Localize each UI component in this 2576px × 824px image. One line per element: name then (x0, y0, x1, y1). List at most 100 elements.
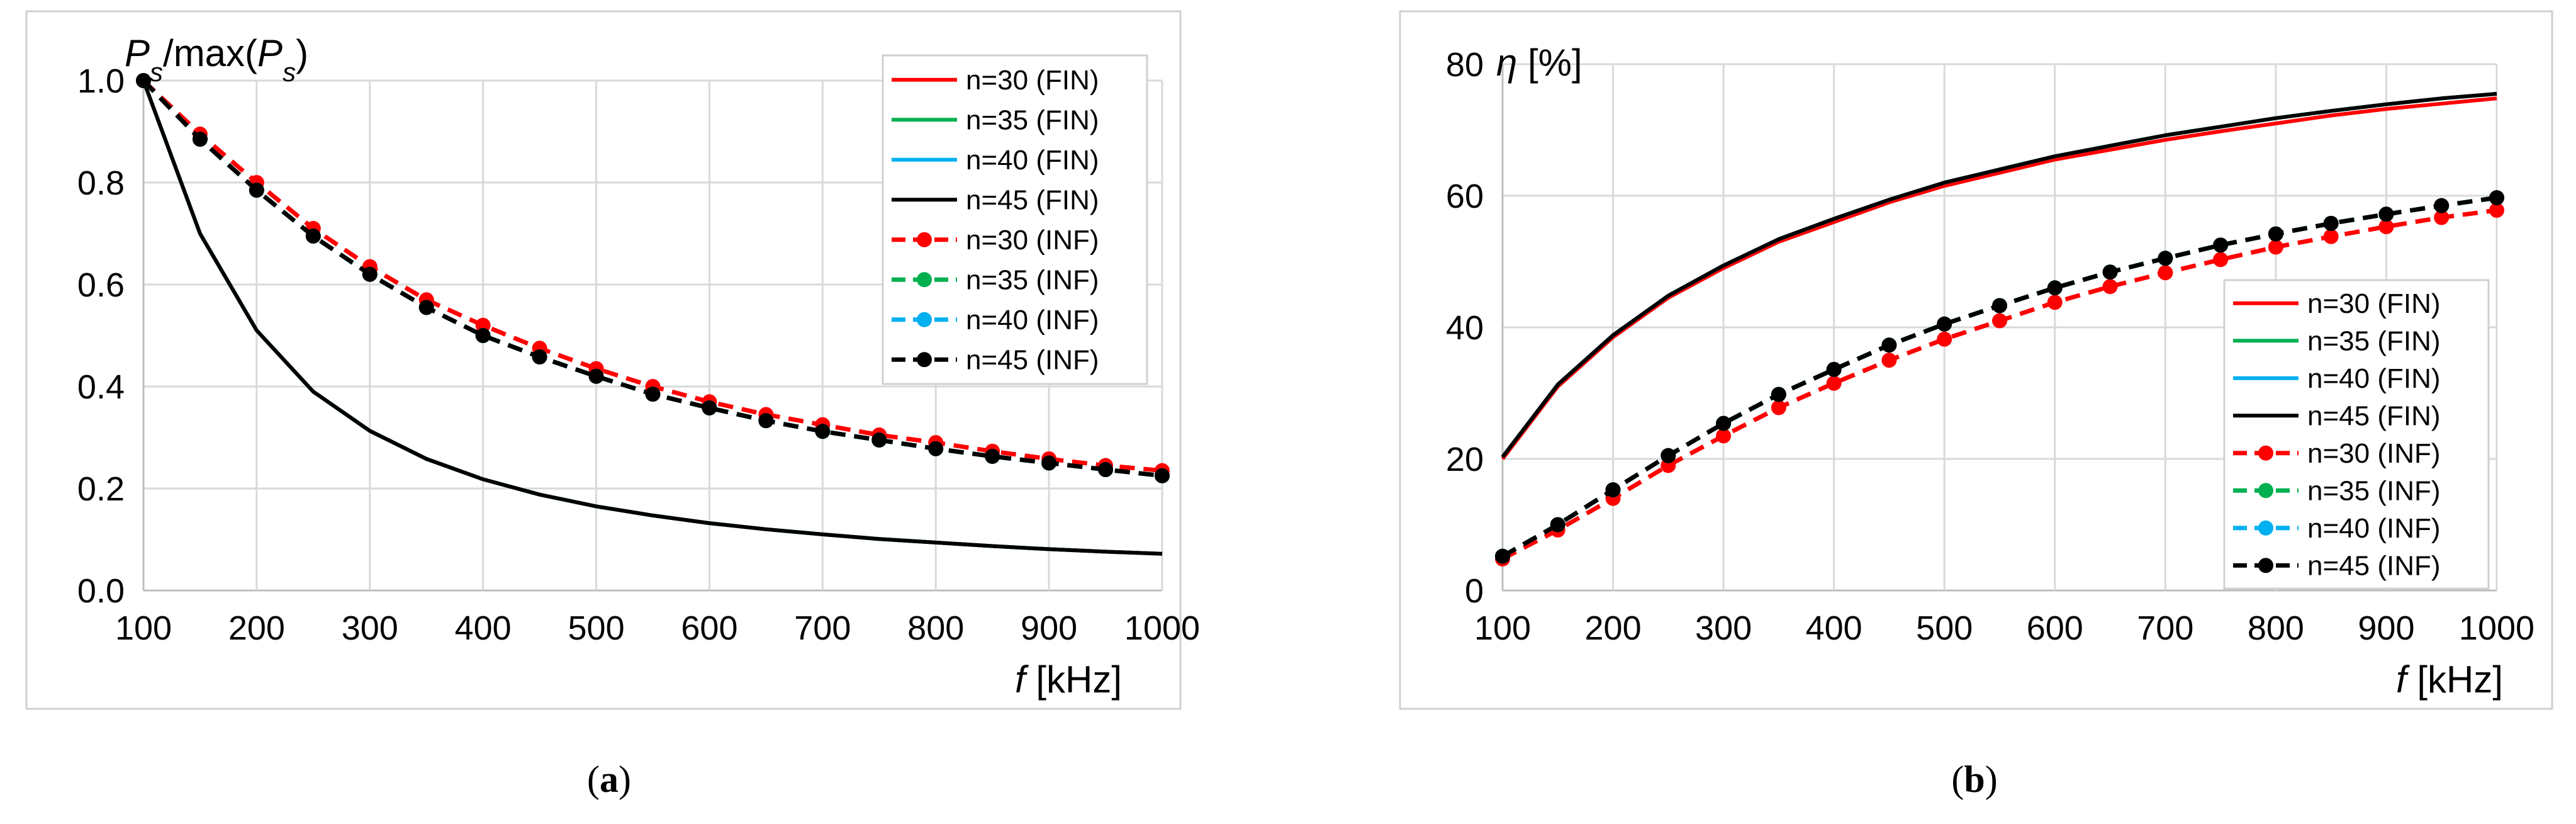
legend-label: n=30 (INF) (966, 225, 1099, 256)
legend-item: n=35 (INF) (892, 264, 1099, 295)
x-tick-label: 100 (1474, 609, 1531, 647)
data-point (1992, 298, 2007, 313)
panel-a-x-axis-label: f [kHz] (1015, 658, 1122, 701)
series-n-45-fin- (142, 79, 1163, 556)
data-point (928, 441, 944, 456)
panel-b-y-axis-label: η [%] (1496, 42, 1582, 84)
legend-item: n=40 (FIN) (892, 145, 1099, 176)
legend-swatch-marker (2258, 445, 2273, 461)
legend-item: n=30 (INF) (892, 225, 1099, 256)
legend-label: n=30 (FIN) (2307, 288, 2441, 319)
data-point (2489, 190, 2504, 206)
y-tick-label: 20 (1446, 441, 1484, 478)
data-point (532, 349, 547, 365)
y-tick-label: 40 (1446, 309, 1484, 347)
data-point (1605, 482, 1621, 498)
legend-item: n=35 (FIN) (892, 104, 1099, 135)
legend-item: n=35 (FIN) (2233, 325, 2441, 356)
series-line (1501, 92, 2497, 458)
x-tick-label: 900 (1021, 609, 1077, 647)
data-point (2378, 219, 2394, 235)
chart-panel-a: 0.0 0.2 0.4 0.6 0.8 1.0 100 200 300 400 500 600 700… (25, 10, 1200, 710)
legend-swatch-marker (917, 232, 932, 247)
x-tick-label: 1000 (1124, 609, 1200, 647)
series-n-45-fin- (1501, 92, 2497, 458)
legend-swatch-marker (2258, 558, 2273, 573)
legend-label: n=35 (FIN) (966, 104, 1099, 135)
data-point (645, 387, 661, 402)
data-point (1041, 455, 1057, 471)
legend-item: n=45 (INF) (892, 344, 1099, 375)
data-point (2323, 229, 2339, 244)
series-n-45-inf- (136, 73, 1170, 483)
legend-label: n=30 (INF) (2307, 438, 2441, 469)
data-point (2434, 210, 2450, 225)
legend-label: n=40 (FIN) (966, 145, 1099, 176)
legend-label: n=45 (FIN) (966, 184, 1099, 215)
legend-label: n=35 (INF) (2307, 475, 2441, 506)
data-point (1550, 517, 1565, 533)
panel-b-series (1495, 92, 2504, 567)
y-tick-label: 0.8 (77, 164, 125, 202)
legend-label: n=40 (INF) (2307, 513, 2441, 544)
caption-b: (b) (1951, 759, 1997, 800)
data-point (2268, 226, 2283, 242)
legend-item: n=45 (FIN) (2233, 400, 2441, 431)
series-line (142, 79, 1163, 556)
x-tick-label: 800 (2248, 609, 2304, 647)
x-tick-label: 500 (568, 609, 625, 647)
panel-a-y-axis-label: Ps/max(Ps) (125, 32, 308, 87)
data-point (2378, 206, 2394, 222)
x-tick-label: 1000 (2459, 609, 2534, 647)
legend-label: n=45 (FIN) (2307, 400, 2441, 431)
legend-swatch-marker (2258, 483, 2273, 499)
y-tick-label: 0.6 (77, 266, 125, 304)
data-point (1826, 361, 1842, 377)
data-point (1992, 313, 2007, 329)
panel-a-x-tick-labels: 100 200 300 400 500 600 700 800 900 1000 (115, 609, 1200, 647)
data-point (588, 368, 604, 384)
data-point (475, 328, 491, 343)
y-tick-label: 60 (1446, 178, 1484, 215)
data-point (2489, 202, 2504, 218)
data-point (815, 424, 831, 439)
data-point (871, 432, 887, 448)
x-tick-label: 700 (794, 609, 851, 647)
legend-item: n=35 (INF) (2233, 475, 2441, 506)
x-tick-label: 400 (455, 609, 512, 647)
y-tick-label: 0.0 (77, 572, 125, 610)
y-tick-label: 80 (1446, 46, 1484, 84)
data-point (249, 183, 264, 198)
legend-item: n=30 (FIN) (892, 65, 1099, 96)
legend-item: n=45 (FIN) (892, 184, 1099, 215)
x-tick-label: 600 (2027, 609, 2083, 647)
panel-b-legend: n=30 (FIN) n=35 (FIN) n=40 (FIN) n=45 (FIN)… (2223, 279, 2490, 590)
data-point (1716, 428, 1732, 444)
data-point (2323, 215, 2339, 231)
data-point (1881, 353, 1897, 368)
data-point (1660, 448, 1676, 463)
x-tick-label: 600 (681, 609, 737, 647)
data-point (2102, 279, 2118, 295)
data-point (1937, 331, 1952, 347)
data-point (136, 73, 151, 88)
data-point (362, 266, 378, 282)
data-point (1771, 400, 1786, 415)
data-point (2434, 198, 2450, 213)
data-point (2268, 239, 2283, 255)
legend-label: n=40 (FIN) (2307, 363, 2441, 394)
x-tick-label: 300 (342, 609, 398, 647)
data-point (2102, 264, 2118, 280)
data-point (985, 448, 1000, 464)
data-point (1495, 548, 1510, 564)
legend-item: n=40 (INF) (2233, 513, 2441, 544)
data-point (2047, 280, 2063, 296)
legend-item: n=40 (INF) (892, 305, 1099, 336)
data-point (702, 400, 717, 416)
series-n-45-inf- (1495, 190, 2504, 564)
x-tick-label: 200 (228, 609, 285, 647)
panel-a-y-tick-labels: 0.0 0.2 0.4 0.6 0.8 1.0 (77, 62, 125, 610)
legend-swatch-marker (917, 272, 932, 288)
y-tick-label: 1.0 (77, 62, 125, 100)
